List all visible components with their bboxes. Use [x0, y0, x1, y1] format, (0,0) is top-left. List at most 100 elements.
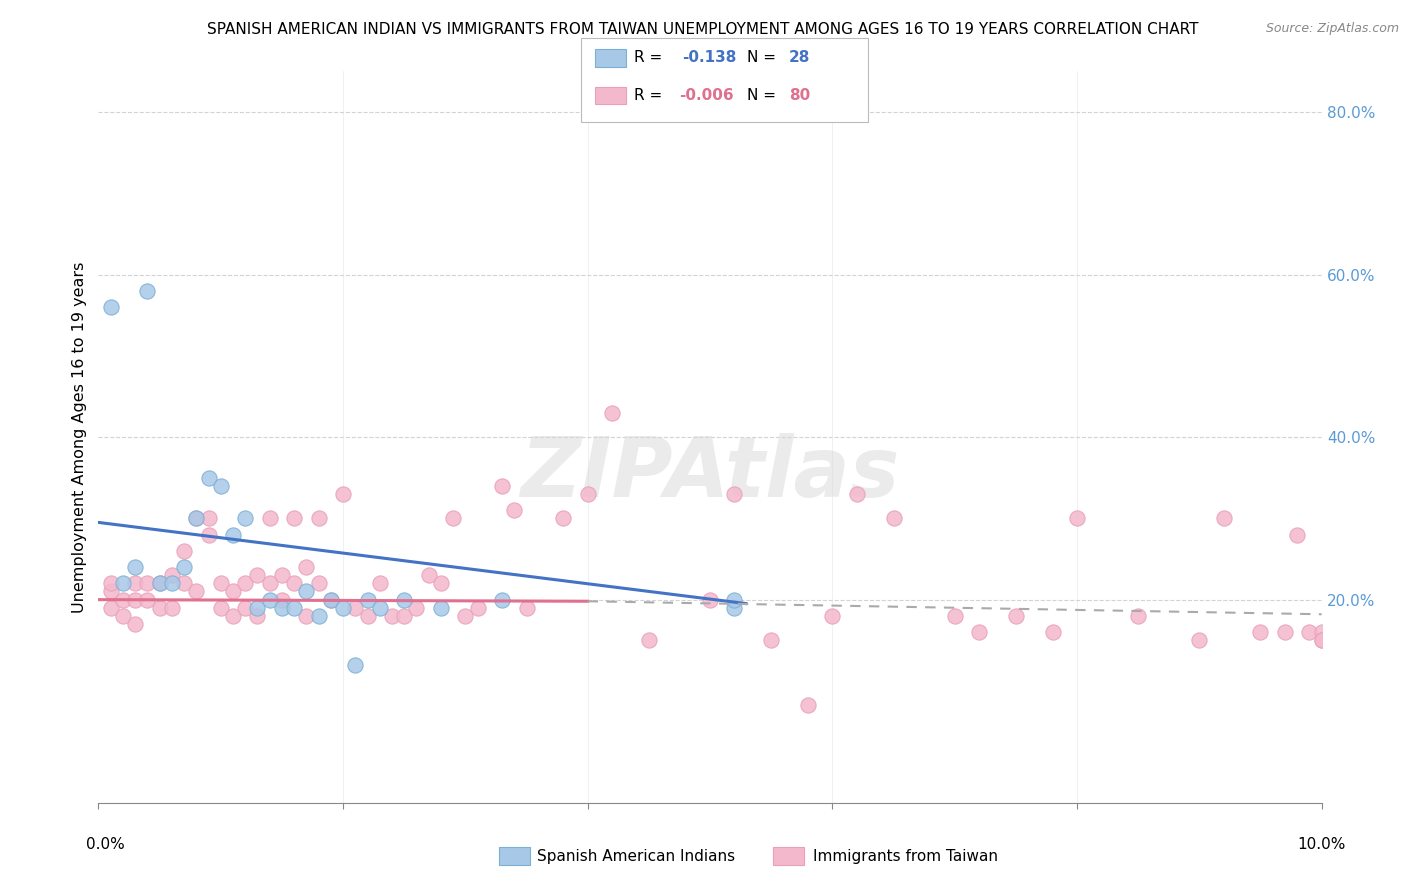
- Point: [368, 600, 391, 615]
- Point: [136, 284, 159, 298]
- Point: [160, 576, 183, 591]
- Point: [160, 600, 183, 615]
- Point: [356, 592, 378, 607]
- Point: [283, 576, 305, 591]
- Point: [1286, 527, 1309, 541]
- Point: [381, 608, 404, 623]
- Point: [149, 576, 172, 591]
- Point: [308, 576, 330, 591]
- Point: [600, 406, 623, 420]
- Text: Source: ZipAtlas.com: Source: ZipAtlas.com: [1265, 22, 1399, 36]
- Point: [759, 633, 782, 648]
- Text: N =: N =: [747, 88, 786, 103]
- Point: [222, 584, 245, 599]
- Point: [209, 600, 232, 615]
- Text: 0.0%: 0.0%: [86, 837, 125, 852]
- Point: [1004, 608, 1026, 623]
- Point: [883, 511, 905, 525]
- Point: [356, 608, 378, 623]
- Point: [491, 592, 513, 607]
- Point: [149, 576, 172, 591]
- Point: [295, 584, 318, 599]
- Point: [246, 600, 269, 615]
- Point: [259, 511, 281, 525]
- Point: [332, 487, 354, 501]
- Point: [197, 527, 219, 541]
- Point: [173, 560, 195, 574]
- Point: [136, 592, 159, 607]
- Point: [259, 592, 281, 607]
- Point: [197, 471, 219, 485]
- Point: [1066, 511, 1088, 525]
- Point: [222, 527, 245, 541]
- Point: [392, 608, 416, 623]
- Point: [100, 600, 122, 615]
- Point: [1298, 625, 1320, 640]
- Point: [186, 511, 208, 525]
- Point: [943, 608, 966, 623]
- Point: [259, 576, 281, 591]
- Point: [576, 487, 599, 501]
- Point: [111, 576, 134, 591]
- Point: [723, 487, 745, 501]
- Point: [308, 511, 330, 525]
- Text: Immigrants from Taiwan: Immigrants from Taiwan: [813, 849, 998, 863]
- Point: [295, 560, 318, 574]
- Point: [233, 511, 256, 525]
- Point: [233, 576, 256, 591]
- Point: [308, 608, 330, 623]
- Text: ZIPAtlas: ZIPAtlas: [520, 434, 900, 514]
- Point: [283, 511, 305, 525]
- Point: [1128, 608, 1150, 623]
- Point: [209, 576, 232, 591]
- Y-axis label: Unemployment Among Ages 16 to 19 years: Unemployment Among Ages 16 to 19 years: [72, 261, 87, 613]
- Point: [100, 300, 122, 314]
- Text: 80: 80: [789, 88, 810, 103]
- Point: [821, 608, 844, 623]
- Text: -0.006: -0.006: [679, 88, 734, 103]
- Point: [124, 592, 146, 607]
- Point: [845, 487, 868, 501]
- Point: [246, 568, 269, 582]
- Text: Spanish American Indians: Spanish American Indians: [537, 849, 735, 863]
- Point: [418, 568, 440, 582]
- Point: [283, 600, 305, 615]
- Point: [197, 511, 219, 525]
- Point: [1249, 625, 1271, 640]
- Text: -0.138: -0.138: [682, 51, 737, 65]
- Point: [100, 584, 122, 599]
- Text: 28: 28: [789, 51, 810, 65]
- Point: [1310, 633, 1333, 648]
- Point: [186, 584, 208, 599]
- Point: [100, 576, 122, 591]
- Point: [516, 600, 538, 615]
- Point: [491, 479, 513, 493]
- Point: [553, 511, 575, 525]
- Point: [1274, 625, 1296, 640]
- Point: [160, 568, 183, 582]
- Point: [124, 617, 146, 632]
- Point: [295, 608, 318, 623]
- Text: R =: R =: [634, 51, 672, 65]
- Point: [111, 592, 134, 607]
- Point: [233, 600, 256, 615]
- Point: [149, 600, 172, 615]
- Point: [1310, 633, 1333, 648]
- Point: [430, 576, 453, 591]
- Point: [209, 479, 232, 493]
- Point: [699, 592, 721, 607]
- Point: [344, 657, 367, 672]
- Point: [319, 592, 342, 607]
- Point: [1188, 633, 1211, 648]
- Point: [173, 576, 195, 591]
- Point: [1042, 625, 1064, 640]
- Point: [441, 511, 464, 525]
- Point: [723, 600, 745, 615]
- Point: [368, 576, 391, 591]
- Point: [124, 560, 146, 574]
- Text: SPANISH AMERICAN INDIAN VS IMMIGRANTS FROM TAIWAN UNEMPLOYMENT AMONG AGES 16 TO : SPANISH AMERICAN INDIAN VS IMMIGRANTS FR…: [207, 22, 1199, 37]
- Point: [246, 608, 269, 623]
- Point: [270, 600, 292, 615]
- Point: [186, 511, 208, 525]
- Point: [124, 576, 146, 591]
